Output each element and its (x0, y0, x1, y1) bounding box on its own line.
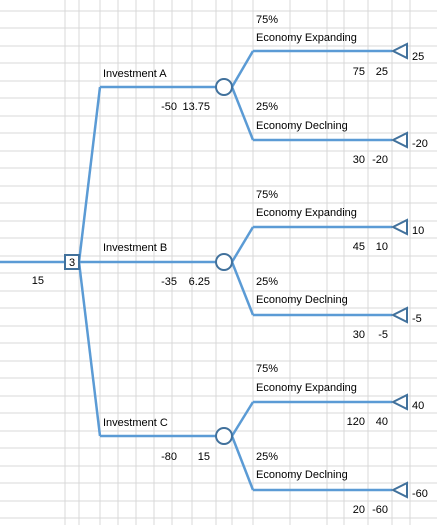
edge-to-investment-a (77, 86, 102, 263)
investment-c-cost: -80 (161, 451, 177, 463)
investment-c-declining-probability: 25% (256, 451, 278, 463)
investment-c-declining-cashflow: 20 (353, 504, 365, 516)
investment-a-declining-probability: 25% (256, 101, 278, 113)
investment-a-expanding-terminal: 25 (412, 51, 424, 63)
investment-c-declining-spoke (230, 435, 255, 491)
investment-b-declining-spoke (230, 261, 255, 316)
investment-b-expected-value: 6.25 (189, 276, 210, 288)
decision-node-index: 3 (69, 257, 75, 269)
investment-a-declining-terminal: -20 (412, 138, 428, 150)
terminal-node-icon (390, 481, 408, 499)
investment-b-expanding-terminal: 10 (412, 225, 424, 237)
investment-a-declining-label: Economy Declning (256, 120, 348, 132)
investment-c-expanding-cashflow: 120 (347, 416, 365, 428)
investment-a-expanding-cashflow: 75 (353, 66, 365, 78)
investment-a-cost: -50 (161, 101, 177, 113)
investment-c-expanding-terminal: 40 (412, 400, 424, 412)
investment-b-declining-cumulative: -5 (378, 329, 388, 341)
terminal-node-icon (390, 131, 408, 149)
decision-node[interactable] (64, 254, 80, 270)
investment-b-expanding-spoke (230, 226, 255, 263)
investment-c-declining-terminal: -60 (412, 488, 428, 500)
investment-c-expected-value: 15 (198, 451, 210, 463)
chance-node-b[interactable] (215, 253, 233, 271)
investment-a-expanding-probability: 75% (256, 14, 278, 26)
investment-c-expanding-cumulative: 40 (376, 416, 388, 428)
investment-c-declining-label: Economy Declning (256, 469, 348, 481)
investment-b-expanding-cumulative: 10 (376, 241, 388, 253)
branch-investment-c: Investment C -80 15 75% Economy Expandin… (100, 363, 428, 516)
investment-c-label: Investment C (103, 417, 168, 429)
investment-b-declining-terminal: -5 (412, 313, 422, 325)
root-value: 15 (32, 275, 44, 287)
investment-a-label: Investment A (103, 68, 167, 80)
investment-a-declining-spoke (230, 86, 255, 141)
investment-c-declining-cumulative: -60 (372, 504, 388, 516)
investment-b-declining-cashflow: 30 (353, 329, 365, 341)
investment-b-declining-probability: 25% (256, 276, 278, 288)
chance-node-c[interactable] (215, 427, 233, 445)
investment-b-label: Investment B (103, 242, 167, 254)
branch-investment-a: Investment A -50 13.75 75% Economy Expan… (100, 14, 428, 166)
investment-b-expanding-probability: 75% (256, 189, 278, 201)
edge-to-investment-c (77, 261, 102, 437)
investment-a-expected-value: 13.75 (182, 101, 210, 113)
chance-node-a[interactable] (215, 78, 233, 96)
investment-a-declining-cumulative: -20 (372, 154, 388, 166)
investment-a-expanding-label: Economy Expanding (256, 32, 357, 44)
terminal-node-icon (390, 306, 408, 324)
branch-investment-b: Investment B -35 6.25 75% Economy Expand… (100, 189, 424, 341)
investment-a-expanding-spoke (230, 50, 255, 88)
investment-c-expanding-spoke (230, 401, 255, 437)
terminal-node-icon (390, 218, 408, 236)
investment-b-declining-label: Economy Declning (256, 294, 348, 306)
investment-a-expanding-cumulative: 25 (376, 66, 388, 78)
terminal-node-icon (390, 42, 408, 60)
investment-c-expanding-probability: 75% (256, 363, 278, 375)
investment-a-declining-cashflow: 30 (353, 154, 365, 166)
terminal-node-icon (390, 393, 408, 411)
investment-c-expanding-label: Economy Expanding (256, 382, 357, 394)
investment-b-expanding-cashflow: 45 (353, 241, 365, 253)
investment-b-cost: -35 (161, 276, 177, 288)
investment-b-expanding-label: Economy Expanding (256, 207, 357, 219)
